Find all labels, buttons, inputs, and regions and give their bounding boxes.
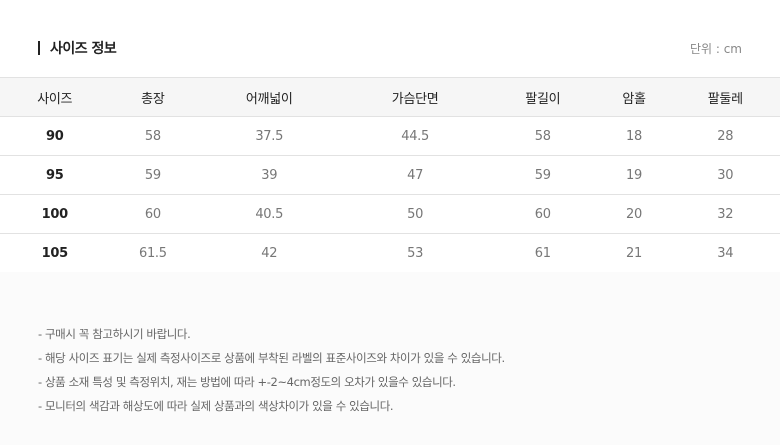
- note-item: - 구매시 꼭 참고하시기 바랍니다.: [38, 327, 191, 341]
- header-cell: 팔둘레: [670, 77, 780, 117]
- measure-cell: 59: [488, 155, 598, 195]
- measure-cell: 61.5: [109, 233, 197, 273]
- measure-cell: 44.5: [342, 116, 489, 156]
- notes-section: - 구매시 꼭 참고하시기 바랍니다. - 해당 사이즈 표기는 실제 측정사이…: [0, 272, 780, 445]
- measure-cell: 58: [488, 116, 598, 156]
- size-cell: 95: [0, 155, 110, 195]
- table-header-row: 사이즈 총장 어깨넓이 가슴단면 팔길이 암홀 팔둘레: [0, 77, 780, 117]
- measure-cell: 37.5: [196, 116, 343, 156]
- measure-cell: 19: [597, 155, 671, 195]
- table-row: 105 61.5 42 53 61 21 34: [0, 233, 780, 273]
- measure-cell: 32: [670, 194, 780, 234]
- section-title: 사이즈 정보: [38, 38, 117, 58]
- note-item: - 상품 소재 특성 및 측정위치, 재는 방법에 따라 +-2~4cm정도의 …: [38, 375, 456, 389]
- measure-cell: 50: [342, 194, 489, 234]
- measure-cell: 21: [597, 233, 671, 273]
- title-bar-marker: [38, 41, 40, 55]
- measure-cell: 18: [597, 116, 671, 156]
- size-cell: 105: [0, 233, 110, 273]
- header-cell: 어깨넓이: [196, 77, 343, 117]
- table-row: 90 58 37.5 44.5 58 18 28: [0, 116, 780, 156]
- measure-cell: 40.5: [196, 194, 343, 234]
- header-cell: 가슴단면: [342, 77, 489, 117]
- size-table: 사이즈 총장 어깨넓이 가슴단면 팔길이 암홀 팔둘레 90 58 37.5 44.5…: [0, 77, 780, 273]
- note-item: - 모니터의 색감과 해상도에 따라 실제 상품과의 색상차이가 있을 수 있습…: [38, 399, 394, 413]
- table-row: 95 59 39 47 59 19 30: [0, 155, 780, 195]
- measure-cell: 42: [196, 233, 343, 273]
- note-item: - 해당 사이즈 표기는 실제 측정사이즈로 상품에 부착된 라벨의 표준사이즈…: [38, 351, 505, 365]
- size-cell: 100: [0, 194, 110, 234]
- measure-cell: 20: [597, 194, 671, 234]
- table-row: 100 60 40.5 50 60 20 32: [0, 194, 780, 234]
- size-cell: 90: [0, 116, 110, 156]
- measure-cell: 34: [670, 233, 780, 273]
- measure-cell: 30: [670, 155, 780, 195]
- header-cell: 총장: [109, 77, 197, 117]
- measure-cell: 59: [109, 155, 197, 195]
- header-cell: 암홀: [597, 77, 671, 117]
- measure-cell: 60: [488, 194, 598, 234]
- unit-label: 단위 : cm: [689, 42, 742, 56]
- title-text: 사이즈 정보: [50, 41, 117, 57]
- measure-cell: 61: [488, 233, 598, 273]
- measure-cell: 28: [670, 116, 780, 156]
- measure-cell: 53: [342, 233, 489, 273]
- measure-cell: 60: [109, 194, 197, 234]
- measure-cell: 39: [196, 155, 343, 195]
- header-cell: 팔길이: [488, 77, 598, 117]
- header-cell: 사이즈: [0, 77, 110, 117]
- measure-cell: 47: [342, 155, 489, 195]
- measure-cell: 58: [109, 116, 197, 156]
